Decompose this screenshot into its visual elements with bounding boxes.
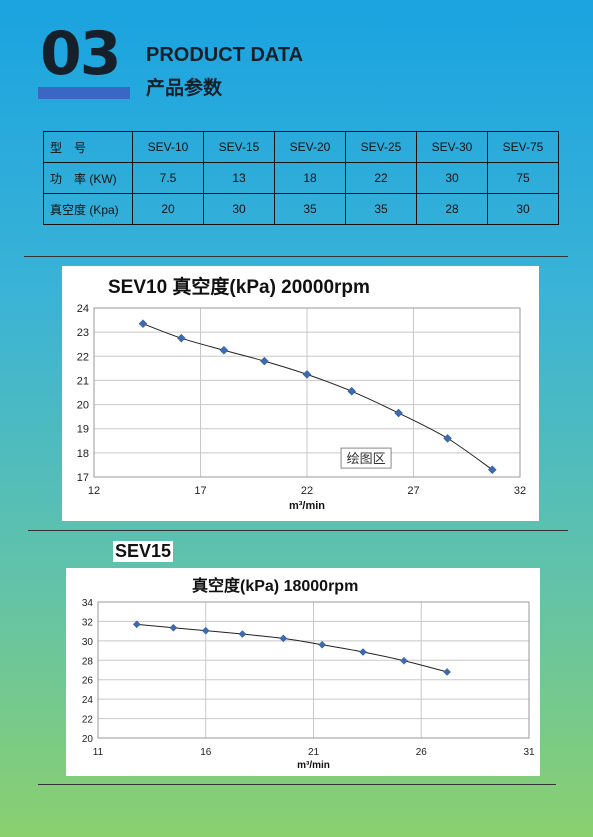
chart-sev10: SEV10 真空度(kPa) 20000rpm 17 18 19 20 21 22 23 24… <box>62 266 539 521</box>
plot-frame <box>93 307 521 478</box>
section-underline <box>38 87 130 99</box>
spec-cell: 30 <box>203 193 275 225</box>
spec-row: 功 率 (KW) 7.5 13 18 22 30 75 <box>43 162 559 194</box>
data-point <box>176 333 186 343</box>
y-tick-label: 22 <box>77 351 89 363</box>
spec-cell: 18 <box>274 162 346 194</box>
divider-bottom <box>38 784 556 785</box>
page-title-en: PRODUCT DATA <box>146 44 304 66</box>
x-tick-label: 21 <box>308 747 320 758</box>
y-tick-label: 24 <box>77 303 89 315</box>
y-tick-label: 19 <box>77 424 89 436</box>
spec-row-label: 型 号 <box>43 131 133 163</box>
data-point <box>219 345 229 355</box>
spec-cell: 28 <box>416 193 488 225</box>
data-point <box>238 630 247 638</box>
divider-top <box>24 256 568 257</box>
chart-sev15-label: SEV15 <box>113 541 174 562</box>
spec-cell: 35 <box>274 193 346 225</box>
data-point <box>302 370 312 379</box>
data-point <box>394 408 403 418</box>
chart-sev15: 真空度(kPa) 18000rpm 20 22 24 26 28 30 32 34 11 16 21… <box>66 568 540 776</box>
chart-sev15-title: 真空度(kPa) 18000rpm <box>192 578 359 595</box>
spec-table: 型 号 SEV-10 SEV-15 SEV-20 SEV-25 SEV-30 SEV-75 功… <box>43 131 559 225</box>
divider-middle <box>28 530 568 531</box>
x-tick-label: 32 <box>514 485 526 497</box>
section-number: 03 <box>40 19 121 89</box>
spec-row-label: 真空度 (Kpa) <box>43 193 133 225</box>
data-point <box>443 434 452 443</box>
page-title-cn: 产品参数 <box>146 77 223 99</box>
data-point <box>318 640 326 649</box>
x-tick-label: 17 <box>194 485 206 497</box>
series-line <box>142 323 493 471</box>
spec-cell: 35 <box>345 193 417 225</box>
y-tick-label: 17 <box>77 472 89 484</box>
x-axis-label: m³/min <box>289 500 325 512</box>
spec-cell: SEV-15 <box>203 131 275 163</box>
spec-cell: SEV-25 <box>345 131 417 163</box>
data-point <box>260 356 269 366</box>
x-tick-label: 11 <box>93 747 104 758</box>
spec-row-label: 功 率 (KW) <box>43 162 133 194</box>
x-tick-label: 26 <box>416 747 428 758</box>
y-tick-label: 23 <box>77 327 89 339</box>
y-tick-label: 18 <box>77 448 89 460</box>
data-point <box>201 626 210 635</box>
y-tick-label: 26 <box>82 676 94 687</box>
x-axis-label: m³/min <box>297 760 330 771</box>
data-point <box>400 656 408 665</box>
spec-cell: 20 <box>132 193 204 225</box>
x-tick-label: 22 <box>301 485 313 497</box>
spec-cell: SEV-20 <box>274 131 346 163</box>
y-tick-label: 34 <box>82 598 94 609</box>
y-tick-label: 24 <box>82 695 94 706</box>
data-point <box>132 620 141 629</box>
plot-frame <box>97 601 530 739</box>
spec-cell: 13 <box>203 162 275 194</box>
data-point <box>359 648 367 656</box>
annotation-label: 绘图区 <box>347 452 386 467</box>
data-point <box>138 319 148 329</box>
spec-cell: 7.5 <box>132 162 204 194</box>
data-point <box>169 623 178 632</box>
y-tick-label: 21 <box>77 375 89 387</box>
spec-cell: 30 <box>416 162 488 194</box>
data-point <box>347 386 357 396</box>
data-point <box>443 668 451 676</box>
spec-cell: SEV-10 <box>132 131 204 163</box>
spec-cell: 75 <box>487 162 559 194</box>
x-tick-label: 12 <box>88 485 100 497</box>
spec-row: 型 号 SEV-10 SEV-15 SEV-20 SEV-25 SEV-30 SEV-75 <box>43 131 559 163</box>
y-tick-label: 32 <box>82 617 94 628</box>
y-tick-label: 28 <box>82 656 94 667</box>
chart-sev15-plot: 20 22 24 26 28 30 32 34 11 16 21 26 31 m³/min <box>82 598 535 771</box>
spec-cell: SEV-30 <box>416 131 488 163</box>
x-tick-label: 16 <box>200 747 212 758</box>
spec-cell: SEV-75 <box>487 131 559 163</box>
y-tick-label: 30 <box>82 637 94 648</box>
annotation-box <box>340 447 392 469</box>
series-line <box>136 623 448 673</box>
data-point <box>487 465 497 475</box>
x-tick-label: 27 <box>407 485 419 497</box>
spec-cell: 22 <box>345 162 417 194</box>
x-tick-label: 31 <box>523 747 535 758</box>
chart-sev10-title: SEV10 真空度(kPa) 20000rpm <box>108 277 370 298</box>
y-tick-label: 20 <box>82 734 94 745</box>
data-point <box>279 634 288 643</box>
y-tick-label: 20 <box>77 400 89 412</box>
spec-row: 真空度 (Kpa) 20 30 35 35 28 30 <box>43 193 559 225</box>
spec-cell: 30 <box>487 193 559 225</box>
y-tick-label: 22 <box>82 715 94 726</box>
